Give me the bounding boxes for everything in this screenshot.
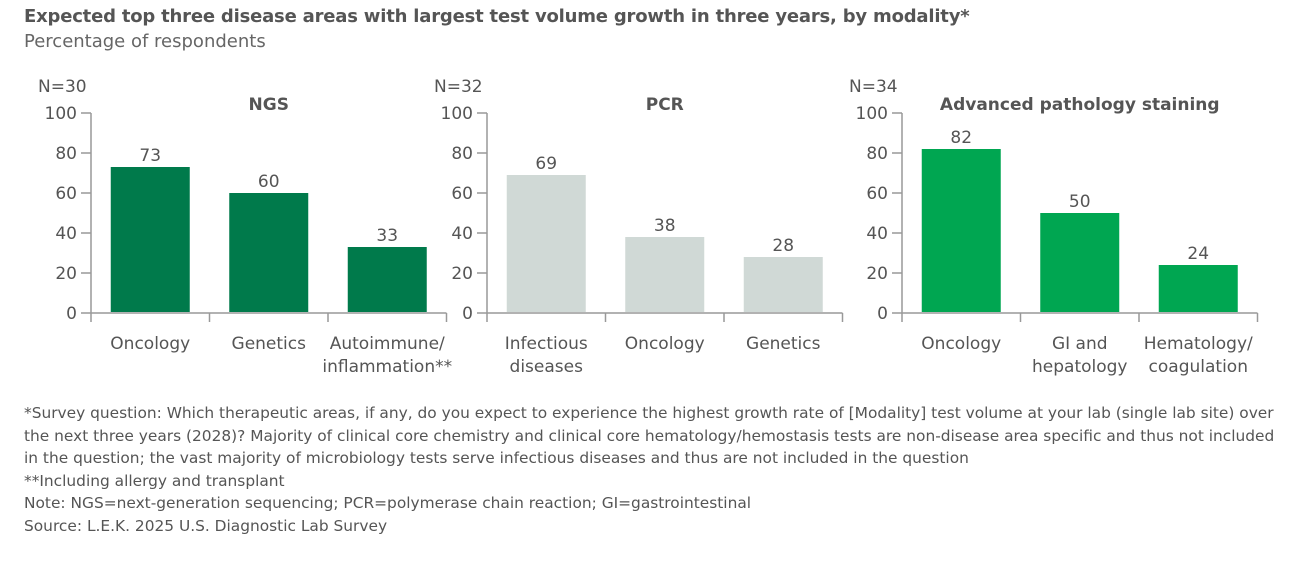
y-tick-label: 20 (866, 264, 888, 284)
y-tick-label: 40 (866, 224, 888, 244)
data-label: 69 (535, 154, 557, 174)
footnote-source: Source: L.E.K. 2025 U.S. Diagnostic Lab … (24, 516, 388, 535)
x-category-label: Infectious (505, 334, 588, 354)
y-tick-label: 80 (451, 144, 473, 164)
data-label: 73 (139, 146, 161, 166)
x-category-label: GI and (1052, 334, 1108, 354)
n-label: N=30 (38, 77, 87, 97)
x-category-label: Autoimmune/ (330, 334, 445, 354)
bar (110, 167, 190, 312)
data-label: 60 (258, 172, 280, 192)
y-tick-label: 20 (451, 264, 473, 284)
y-tick-label: 60 (55, 184, 77, 204)
y-tick-label: 0 (66, 304, 77, 324)
bar (625, 237, 705, 312)
bar (743, 257, 823, 312)
bar (1158, 265, 1238, 312)
data-label: 24 (1187, 244, 1209, 264)
x-category-label: Oncology (921, 334, 1001, 354)
data-label: 33 (376, 226, 398, 246)
chart-title: Expected top three disease areas with la… (24, 6, 970, 27)
x-category-label: diseases (510, 357, 584, 377)
y-tick-label: 40 (451, 224, 473, 244)
bar (506, 175, 586, 312)
bar (921, 149, 1001, 312)
y-tick-label: 100 (856, 104, 888, 124)
y-tick-label: 80 (55, 144, 77, 164)
x-category-label: coagulation (1149, 357, 1248, 377)
bar (229, 193, 309, 312)
bar (347, 247, 427, 312)
y-tick-label: 20 (55, 264, 77, 284)
y-tick-label: 40 (55, 224, 77, 244)
panel-title: Advanced pathology staining (940, 95, 1220, 115)
y-tick-label: 100 (45, 104, 77, 124)
panel-title: PCR (646, 95, 684, 115)
x-category-label: Genetics (746, 334, 821, 354)
data-label: 82 (950, 128, 972, 148)
footnotes: *Survey question: Which therapeutic area… (24, 402, 1284, 537)
y-tick-label: 60 (866, 184, 888, 204)
chart-subtitle: Percentage of respondents (24, 31, 266, 52)
x-category-label: Hematology/ (1144, 334, 1253, 354)
data-label: 50 (1069, 192, 1091, 212)
charts-area: N=30 NGS 0 20 40 60 80 100 73 Oncology 60 Genetics 3… (38, 77, 1259, 377)
x-category-label: hepatology (1032, 357, 1127, 377)
footnote-note: Note: NGS=next-generation sequencing; PC… (24, 494, 752, 512)
bar (1040, 213, 1120, 312)
n-label: N=34 (849, 77, 898, 97)
n-label: N=32 (434, 77, 483, 97)
y-tick-label: 0 (877, 304, 888, 324)
panel-title: NGS (249, 95, 289, 115)
y-tick-label: 100 (441, 104, 473, 124)
footnote-survey-question: *Survey question: Which therapeutic area… (24, 404, 1275, 467)
data-label: 28 (772, 236, 794, 256)
y-tick-label: 80 (866, 144, 888, 164)
data-label: 38 (654, 216, 676, 236)
x-category-label: Genetics (232, 334, 307, 354)
x-category-label: Oncology (625, 334, 705, 354)
y-tick-label: 0 (462, 304, 473, 324)
y-tick-label: 60 (451, 184, 473, 204)
x-category-label: inflammation** (322, 357, 452, 377)
x-category-label: Oncology (110, 334, 190, 354)
footnote-including: **Including allergy and transplant (24, 471, 285, 490)
